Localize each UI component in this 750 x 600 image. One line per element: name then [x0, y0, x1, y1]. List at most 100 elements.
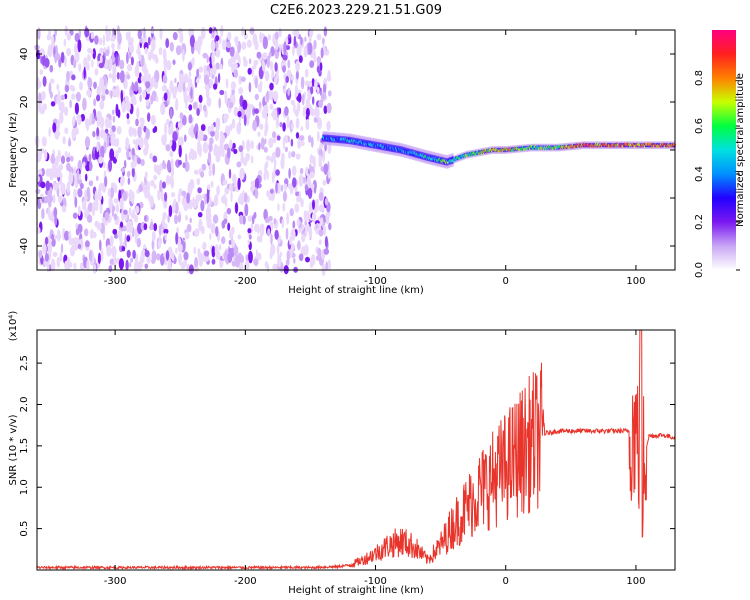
- heatmap-noise-cell: [126, 119, 131, 125]
- heatmap-noise-cell: [60, 182, 66, 195]
- heatmap-noise-cell: [130, 192, 135, 204]
- heatmap-noise-cell: [238, 195, 243, 205]
- heatmap-noise-cell: [207, 125, 211, 135]
- heatmap-noise-cell: [186, 192, 191, 204]
- heatmap-noise-cell: [316, 86, 320, 94]
- heatmap-noise-cell: [113, 256, 117, 267]
- heatmap-noise-cell: [313, 159, 316, 170]
- heatmap-noise-cell: [277, 203, 280, 212]
- heatmap-x-tick-label: 0: [503, 276, 509, 287]
- heatmap-noise-cell: [189, 217, 192, 224]
- heatmap-noise-cell: [236, 123, 242, 135]
- heatmap-noise-cell: [82, 161, 86, 168]
- heatmap-noise-cell: [52, 122, 57, 133]
- heatmap-noise-cell: [126, 235, 131, 242]
- heatmap-noise-cell: [189, 178, 195, 190]
- heatmap-noise-cell: [227, 252, 233, 263]
- heatmap-noise-cell: [96, 94, 101, 102]
- heatmap-noise-cell: [44, 253, 50, 262]
- heatmap-noise-cell: [175, 97, 179, 111]
- heatmap-noise-cell: [179, 73, 185, 86]
- heatmap-noise-cell: [293, 257, 296, 264]
- heatmap-noise-cell: [283, 88, 287, 95]
- heatmap-noise-cell: [299, 167, 304, 175]
- heatmap-noise-cell: [60, 101, 65, 114]
- heatmap-noise-cell: [115, 203, 120, 213]
- heatmap-noise-cell: [162, 216, 165, 228]
- heatmap-noise-cell: [91, 112, 95, 125]
- heatmap-noise-cell: [42, 243, 47, 255]
- heatmap-noise-cell: [64, 230, 70, 241]
- heatmap-noise-cell: [225, 78, 229, 89]
- heatmap-noise-cell: [299, 140, 305, 147]
- heatmap-noise-cell: [191, 56, 195, 67]
- heatmap-noise-cell: [120, 175, 125, 185]
- heatmap-noise-cell: [163, 55, 168, 69]
- heatmap-noise-cell: [96, 175, 99, 182]
- heatmap-noise-cell: [238, 262, 244, 271]
- heatmap-noise-cell: [312, 199, 315, 210]
- heatmap-noise-cell: [48, 245, 52, 258]
- heatmap-noise-cell: [72, 212, 78, 219]
- heatmap-noise-cell: [327, 259, 331, 271]
- heatmap-noise-cell: [320, 47, 324, 59]
- heatmap-noise-cell: [200, 200, 205, 212]
- heatmap-noise-cell: [69, 246, 75, 257]
- heatmap-noise-cell: [226, 207, 232, 215]
- heatmap-noise-cell: [242, 215, 246, 225]
- colorbar-tick-label: 0.6: [694, 118, 705, 134]
- heatmap-noise-cell: [105, 49, 110, 57]
- heatmap-noise-cell: [198, 102, 203, 113]
- heatmap-noise-cell: [304, 225, 308, 238]
- heatmap-noise-cell: [224, 196, 228, 208]
- snr-y-tick-label: 2.5: [19, 355, 30, 371]
- heatmap-noise-cell: [263, 208, 268, 221]
- heatmap-noise-cell: [293, 35, 297, 47]
- heatmap-noise-cell: [313, 39, 317, 50]
- heatmap-noise-cell: [77, 243, 82, 250]
- heatmap-noise-cell: [64, 55, 67, 67]
- heatmap-noise-cell: [37, 27, 41, 40]
- heatmap-noise-cell: [108, 197, 113, 210]
- heatmap-noise-cell: [202, 104, 207, 112]
- heatmap-noise-cell: [233, 245, 239, 256]
- heatmap-noise-cell: [238, 75, 242, 85]
- heatmap-noise-cell: [135, 205, 140, 214]
- heatmap-noise-cell: [278, 27, 282, 38]
- heatmap-noise-cell: [182, 162, 186, 169]
- heatmap-noise-cell: [255, 177, 260, 190]
- heatmap-noise-cell: [82, 200, 87, 210]
- heatmap-noise-cell: [309, 29, 314, 37]
- heatmap-noise-cell: [107, 188, 111, 197]
- heatmap-noise-cell: [111, 206, 115, 217]
- heatmap-noise-cell: [310, 136, 314, 148]
- heatmap-y-ticks: -40 -20 0 20 40: [19, 48, 675, 254]
- heatmap-noise-cell: [162, 181, 166, 189]
- heatmap-noise-cell: [269, 82, 274, 91]
- heatmap-noise-cell: [169, 139, 173, 147]
- heatmap-noise-cell: [322, 37, 325, 46]
- heatmap-noise-cell: [138, 136, 144, 149]
- heatmap-noise-cell: [40, 181, 46, 189]
- heatmap-noise-cell: [169, 41, 174, 52]
- heatmap-noise-cell: [165, 174, 170, 186]
- heatmap-noise-cell: [306, 210, 310, 223]
- heatmap-noise-cell: [298, 174, 304, 187]
- heatmap-noise-cell: [228, 101, 234, 109]
- heatmap-noise-cell: [302, 106, 307, 116]
- heatmap-noise-cell: [172, 59, 176, 65]
- heatmap-noise-cell: [149, 224, 154, 231]
- heatmap-noise-cell: [46, 34, 52, 41]
- heatmap-noise-cell: [126, 249, 131, 258]
- heatmap-noise-cell: [162, 74, 168, 84]
- heatmap-noise-cell: [159, 28, 163, 40]
- heatmap-noise-cell: [111, 51, 116, 63]
- heatmap-noise-cell: [171, 192, 176, 198]
- heatmap-noise-cell: [198, 219, 203, 232]
- heatmap-noise-cell: [57, 195, 63, 204]
- heatmap-noise-cell: [38, 92, 42, 104]
- heatmap-noise-cell: [87, 54, 91, 62]
- heatmap-noise-cell: [300, 76, 305, 90]
- heatmap-noise-cell: [166, 118, 170, 125]
- heatmap-noise-cell: [109, 148, 115, 161]
